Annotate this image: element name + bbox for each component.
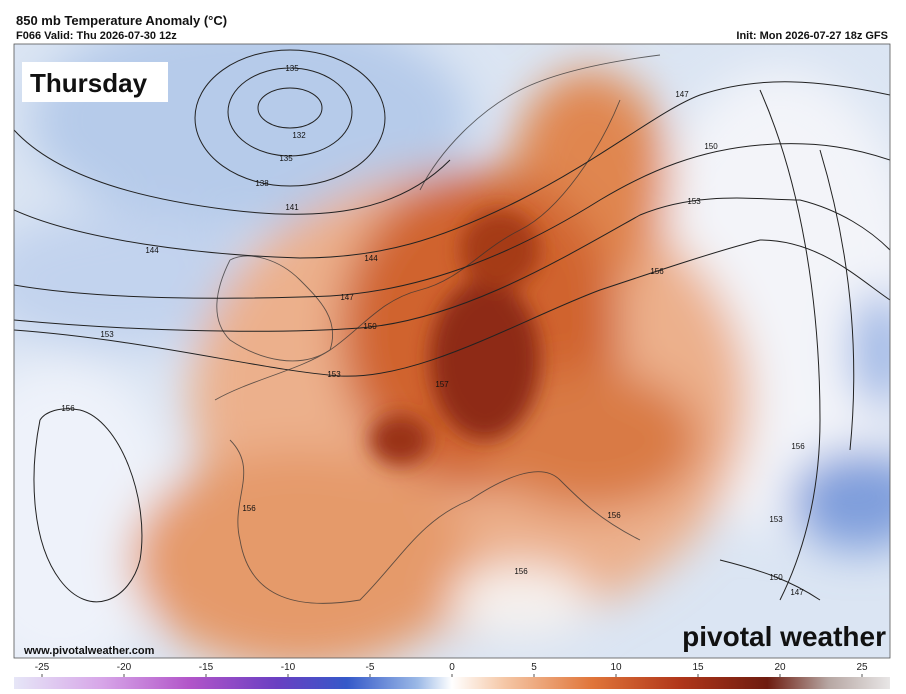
contour-label: 135 [279, 154, 293, 163]
day-label: Thursday [30, 68, 148, 98]
contour-label: 153 [769, 515, 783, 524]
colorbar-tick-label: 10 [610, 662, 622, 673]
contour-label: 150 [769, 573, 783, 582]
contour-label: 156 [650, 267, 664, 276]
day-label-box [22, 62, 168, 102]
colorbar-tick-label: -25 [35, 662, 50, 673]
colorbar-tick-label: -10 [281, 662, 296, 673]
contour-label: 156 [791, 442, 805, 451]
contour-label: 144 [364, 254, 378, 263]
contour-label: 156 [242, 504, 256, 513]
colorbar-tick-label: 25 [856, 662, 868, 673]
map [14, 44, 890, 658]
contour-label: 157 [435, 380, 449, 389]
colorbar-tick-label: -20 [117, 662, 132, 673]
contour-label: 153 [327, 370, 341, 379]
colorbar-tick-label: 20 [774, 662, 786, 673]
colorbar-tick-label: 15 [692, 662, 704, 673]
logo: pivotal weather [682, 621, 886, 652]
contour-label: 156 [61, 404, 75, 413]
contour-label: 147 [790, 588, 804, 597]
contour-label: 150 [363, 322, 377, 331]
contour-label: 141 [285, 203, 299, 212]
title: 850 mb Temperature Anomaly (°C) [16, 13, 227, 28]
colorbar-tick-label: 0 [449, 662, 455, 673]
contour-label: 135 [285, 64, 299, 73]
init-time: Init: Mon 2026-07-27 18z GFS [736, 30, 888, 42]
contour-label: 147 [340, 293, 354, 302]
colorbar-tick-label: -5 [366, 662, 375, 673]
contour-label: 156 [514, 567, 528, 576]
colorbar-tick-label: 5 [531, 662, 537, 673]
contour-label: 147 [675, 90, 689, 99]
contour-label: 153 [687, 197, 701, 206]
contour-label: 138 [255, 179, 269, 188]
colorbar-tick-label: -15 [199, 662, 214, 673]
contour-label: 144 [145, 246, 159, 255]
contour-label: 150 [704, 142, 718, 151]
contour-label: 153 [100, 330, 114, 339]
valid-time: F066 Valid: Thu 2026-07-30 12z [16, 30, 177, 42]
colorbar [14, 677, 890, 689]
contour-label: 132 [292, 131, 306, 140]
website: www.pivotalweather.com [23, 645, 155, 657]
contour-label: 156 [607, 511, 621, 520]
